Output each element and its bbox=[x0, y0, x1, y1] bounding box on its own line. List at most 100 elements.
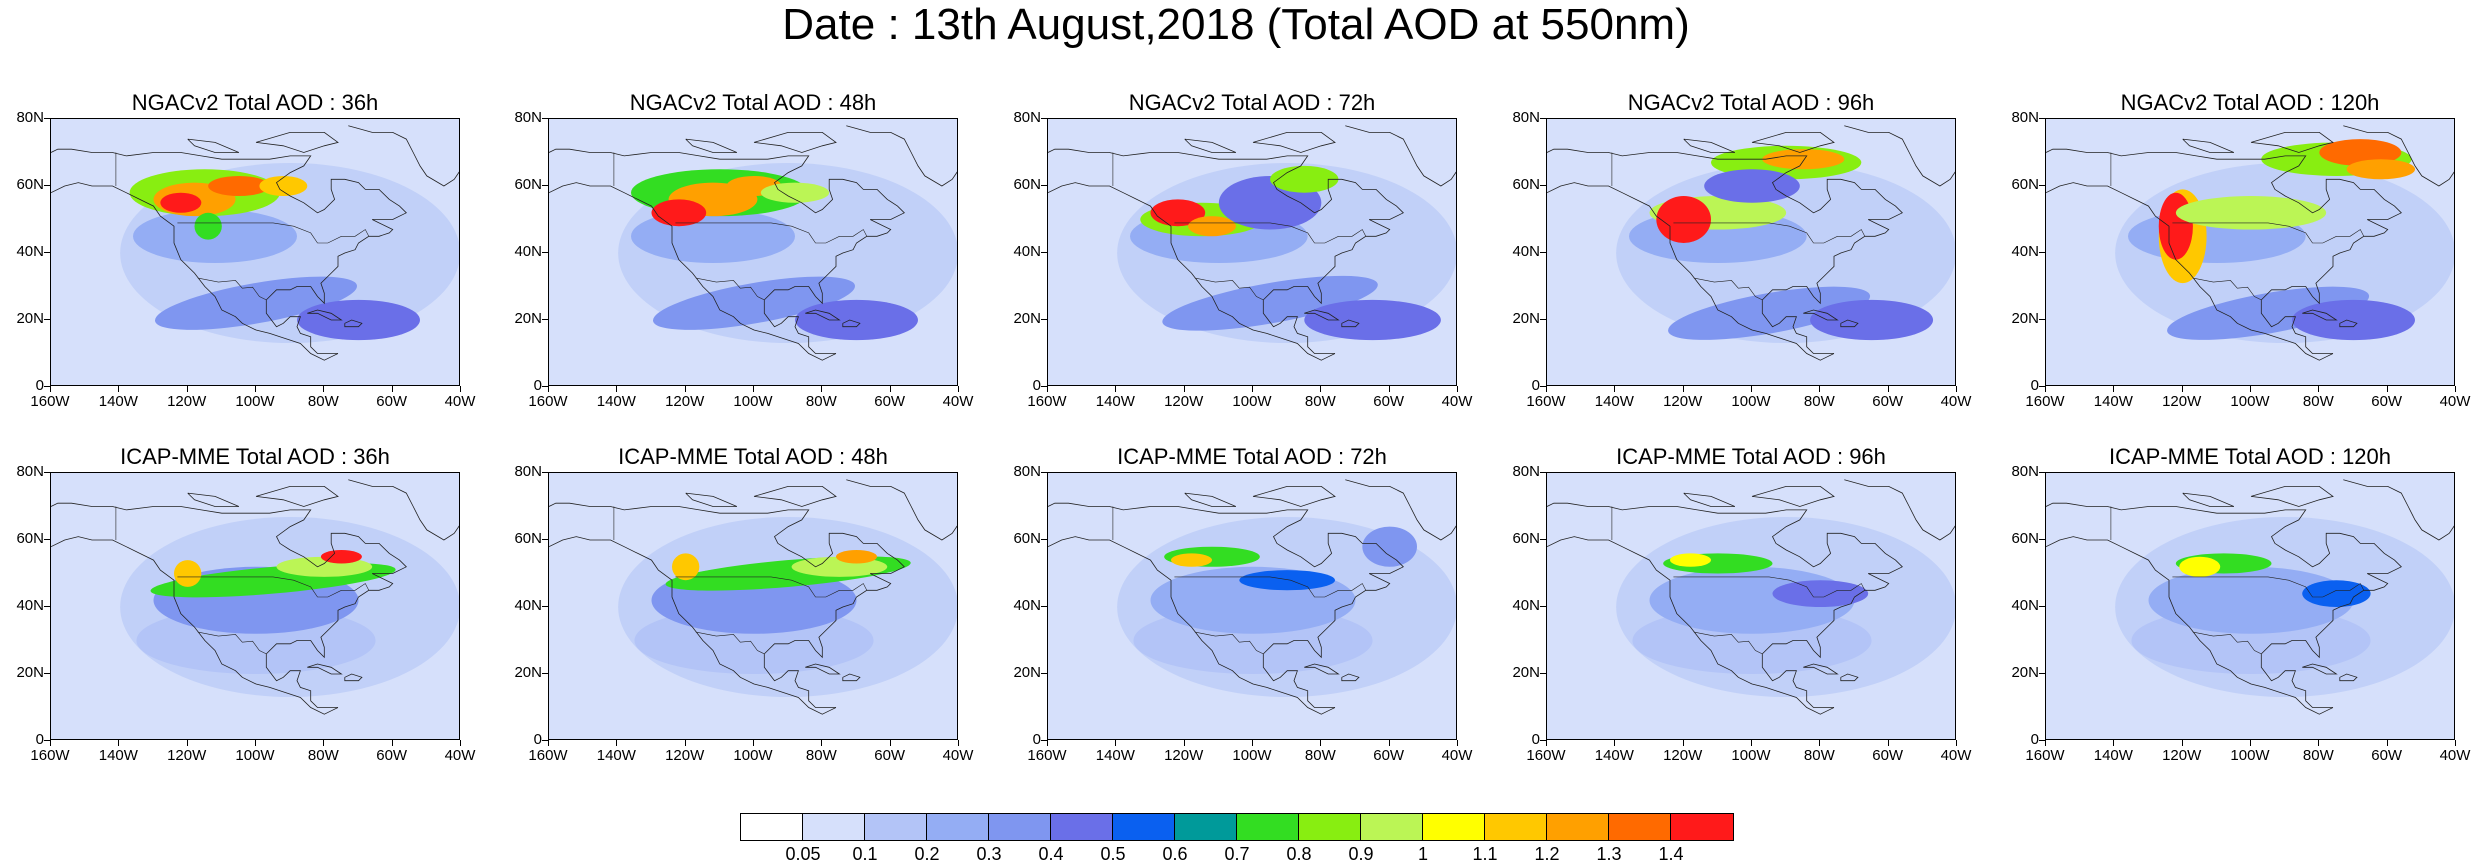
coastline bbox=[1683, 138, 1736, 153]
aod-plume bbox=[1762, 149, 1845, 170]
coastline bbox=[1840, 319, 1859, 328]
colorbar-cell bbox=[1175, 814, 1237, 840]
coastline bbox=[51, 536, 339, 715]
lon-tick-label: 60W bbox=[376, 393, 408, 410]
coastline bbox=[1803, 309, 1839, 321]
lon-tick-label: 140W bbox=[1095, 747, 1135, 764]
panel-title: ICAP-MME Total AOD : 36h bbox=[120, 444, 390, 469]
aod-plume bbox=[2292, 299, 2415, 341]
coastline bbox=[805, 309, 841, 321]
colorbar-cell bbox=[1485, 814, 1547, 840]
aod-plume bbox=[1162, 275, 1378, 331]
lon-tick-mark bbox=[2045, 386, 2046, 392]
coastline bbox=[1844, 125, 1955, 187]
aod-plume bbox=[2167, 286, 2370, 340]
coastline bbox=[2339, 319, 2358, 328]
colorbar-label: 0.1 bbox=[852, 844, 878, 864]
coastline bbox=[187, 492, 240, 507]
lon-tick-mark bbox=[2455, 386, 2456, 392]
lat-tick-label: 40N bbox=[1512, 597, 1540, 614]
lat-tick-label: 80N bbox=[2011, 109, 2039, 126]
lon-tick-mark bbox=[1819, 740, 1821, 746]
lat-tick-label: 40N bbox=[514, 243, 542, 260]
coastline bbox=[1048, 536, 1336, 715]
colorbar-cell bbox=[1547, 814, 1609, 840]
lat-tick-mark bbox=[1041, 472, 1047, 473]
lon-tick-label: 80W bbox=[805, 747, 837, 764]
coastline bbox=[1840, 673, 1859, 682]
aod-plume bbox=[2179, 556, 2221, 577]
country-border bbox=[177, 576, 370, 598]
aod-plume bbox=[1810, 299, 1934, 341]
aod-plume bbox=[2175, 196, 2327, 230]
lon-tick-label: 160W bbox=[1027, 747, 1067, 764]
lon-tick-label: 140W bbox=[1594, 393, 1634, 410]
lon-tick-mark bbox=[548, 386, 549, 392]
lon-tick-mark bbox=[118, 386, 120, 392]
lat-tick-mark bbox=[44, 539, 50, 540]
lat-tick-mark bbox=[1540, 740, 1546, 741]
lon-tick-mark bbox=[1252, 740, 1253, 746]
lon-tick-label: 100W bbox=[1731, 393, 1771, 410]
panel-title: ICAP-MME Total AOD : 72h bbox=[1117, 444, 1387, 469]
lat-tick-label: 20N bbox=[514, 664, 542, 681]
lat-tick-label: 0 bbox=[533, 377, 542, 394]
lon-tick-mark bbox=[958, 386, 959, 392]
lon-tick-label: 80W bbox=[1304, 747, 1336, 764]
colorbar-label: 0.5 bbox=[1100, 844, 1126, 864]
colorbar bbox=[740, 813, 1734, 841]
lon-tick-mark bbox=[1956, 740, 1957, 746]
coastline bbox=[685, 138, 738, 153]
lat-tick-label: 0 bbox=[2030, 731, 2039, 748]
lon-tick-label: 40W bbox=[1940, 747, 1972, 764]
lon-tick-mark bbox=[1682, 740, 1684, 746]
lon-tick-label: 60W bbox=[2371, 747, 2403, 764]
lat-tick-label: 60N bbox=[1013, 176, 1041, 193]
colorbar-label: 0.05 bbox=[785, 844, 821, 864]
country-border bbox=[1673, 222, 1866, 244]
map-panel: ICAP-MME Total AOD : 96h 80N 60N 40N 20N 0 160… bbox=[1496, 444, 1971, 764]
lon-tick-mark bbox=[753, 386, 754, 392]
coastline bbox=[1345, 125, 1456, 187]
aod-plume bbox=[1362, 526, 1417, 567]
country-border bbox=[675, 576, 868, 598]
coastline bbox=[2302, 663, 2338, 675]
lon-tick-label: 80W bbox=[1304, 393, 1336, 410]
aod-plume bbox=[1239, 570, 1335, 591]
lon-tick-label: 100W bbox=[235, 747, 275, 764]
colorbar-cell bbox=[1299, 814, 1361, 840]
aod-plume bbox=[2302, 580, 2371, 607]
lat-tick-mark bbox=[44, 472, 50, 473]
lat-tick-mark bbox=[44, 673, 50, 674]
panel-title: NGACv2 Total AOD : 120h bbox=[2120, 90, 2380, 115]
coastline bbox=[846, 125, 957, 187]
coastline bbox=[255, 485, 339, 507]
aod-plume bbox=[836, 550, 877, 564]
lon-tick-mark bbox=[2386, 386, 2388, 392]
lon-tick-label: 40W bbox=[444, 393, 476, 410]
map-panel: NGACv2 Total AOD : 48h 80N 60N 40N 20N 0 160W 1… bbox=[498, 90, 973, 410]
coastline bbox=[685, 492, 738, 507]
lon-tick-mark bbox=[2113, 386, 2115, 392]
aod-map bbox=[50, 472, 460, 740]
lon-tick-label: 120W bbox=[665, 393, 705, 410]
coastline bbox=[51, 502, 407, 708]
lon-tick-mark bbox=[50, 386, 51, 392]
country-border bbox=[1174, 576, 1367, 598]
lat-tick-mark bbox=[542, 185, 548, 186]
lat-tick-label: 40N bbox=[1013, 597, 1041, 614]
lat-tick-label: 80N bbox=[2011, 463, 2039, 480]
aod-plume bbox=[154, 276, 358, 330]
lat-tick-label: 60N bbox=[2011, 176, 2039, 193]
colorbar-cell bbox=[927, 814, 989, 840]
lon-tick-mark bbox=[2113, 740, 2115, 746]
lon-tick-mark bbox=[2386, 740, 2388, 746]
lon-tick-label: 160W bbox=[1526, 393, 1566, 410]
lon-tick-mark bbox=[684, 386, 686, 392]
lon-tick-label: 100W bbox=[733, 747, 773, 764]
lon-tick-mark bbox=[1115, 740, 1117, 746]
coastline bbox=[1547, 182, 1835, 361]
lon-tick-mark bbox=[2318, 740, 2320, 746]
colorbar-cell bbox=[989, 814, 1051, 840]
aod-map bbox=[548, 118, 958, 386]
